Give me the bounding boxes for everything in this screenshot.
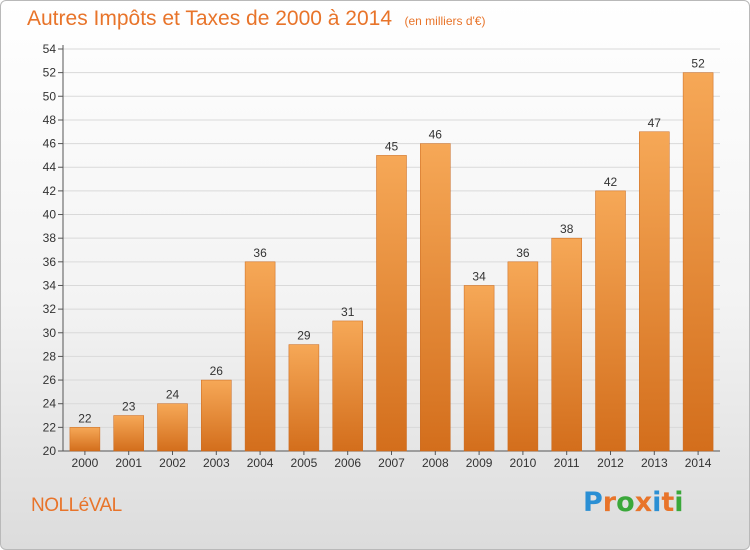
- logo-letter: P: [583, 487, 603, 518]
- x-tick-label: 2000: [72, 456, 99, 470]
- y-tick-label: 42: [43, 184, 57, 198]
- chart-title-row: Autres Impôts et Taxes de 2000 à 2014 (e…: [27, 7, 485, 31]
- y-tick-label: 48: [43, 113, 57, 127]
- bar: [201, 379, 232, 452]
- bar-value-label: 26: [210, 364, 224, 378]
- y-tick-label: 46: [43, 137, 57, 151]
- y-tick-label: 26: [43, 373, 57, 387]
- bar-value-label: 45: [385, 139, 399, 153]
- y-tick-label: 28: [43, 349, 57, 363]
- proxiti-logo[interactable]: Proxiti: [583, 487, 684, 527]
- commune-name: NOLLéVAL: [31, 495, 122, 516]
- x-tick-label: 2014: [685, 456, 712, 470]
- logo-letter: i: [674, 487, 684, 518]
- y-tick-label: 52: [43, 66, 57, 80]
- x-tick-label: 2001: [115, 456, 142, 470]
- bar-value-label: 23: [122, 400, 136, 414]
- logo-letter: i: [652, 487, 662, 518]
- y-tick-label: 50: [43, 89, 57, 103]
- bar-value-label: 29: [297, 329, 311, 343]
- y-tick-label: 32: [43, 302, 57, 316]
- x-tick-label: 2003: [203, 456, 230, 470]
- logo-letter: o: [616, 487, 635, 518]
- y-tick-label: 38: [43, 231, 57, 245]
- bar: [288, 344, 320, 452]
- x-tick-label: 2004: [247, 456, 274, 470]
- y-tick-label: 20: [43, 444, 57, 458]
- x-tick-label: 2005: [291, 456, 318, 470]
- x-tick-label: 2009: [466, 456, 493, 470]
- bar-value-label: 36: [253, 246, 267, 260]
- bar: [639, 131, 670, 452]
- x-tick-label: 2012: [597, 456, 624, 470]
- bar-value-label: 38: [560, 222, 574, 236]
- bar: [507, 261, 539, 452]
- logo-letter: x: [634, 487, 653, 518]
- bar: [376, 155, 407, 452]
- bar: [682, 72, 714, 452]
- y-tick-label: 22: [43, 420, 57, 434]
- y-tick-label: 40: [43, 208, 57, 222]
- bar: [420, 143, 451, 452]
- chart-subtitle: (en milliers d'€): [404, 14, 486, 28]
- chart-title: Autres Impôts et Taxes de 2000 à 2014: [27, 7, 393, 30]
- x-tick-label: 2007: [378, 456, 405, 470]
- bar-value-label: 46: [429, 128, 443, 142]
- bar-value-label: 24: [166, 388, 180, 402]
- y-tick-label: 36: [43, 255, 57, 269]
- bar-value-label: 34: [472, 269, 486, 283]
- y-tick-label: 30: [43, 326, 57, 340]
- bar: [332, 320, 363, 452]
- bar-value-label: 31: [341, 305, 355, 319]
- bar: [595, 190, 626, 452]
- bar-value-label: 22: [78, 411, 92, 425]
- bar: [463, 285, 495, 452]
- y-tick-label: 44: [43, 160, 57, 174]
- bar-value-label: 52: [691, 57, 705, 71]
- bar-value-label: 47: [648, 116, 662, 130]
- bar: [551, 237, 582, 452]
- bar: [244, 261, 276, 452]
- x-tick-label: 2008: [422, 456, 449, 470]
- x-tick-label: 2013: [641, 456, 668, 470]
- bar-value-label: 42: [604, 175, 618, 189]
- y-tick-label: 54: [43, 42, 57, 56]
- bar: [157, 403, 188, 452]
- x-tick-label: 2002: [159, 456, 186, 470]
- bar: [69, 427, 101, 452]
- y-tick-label: 34: [43, 278, 57, 292]
- bar: [113, 415, 144, 452]
- bar-value-label: 36: [516, 246, 530, 260]
- x-tick-label: 2011: [554, 456, 580, 470]
- logo-letter: t: [661, 487, 675, 518]
- x-tick-label: 2010: [510, 456, 537, 470]
- y-tick-label: 24: [43, 397, 57, 411]
- x-tick-label: 2006: [334, 456, 361, 470]
- logo-letter: r: [602, 487, 617, 518]
